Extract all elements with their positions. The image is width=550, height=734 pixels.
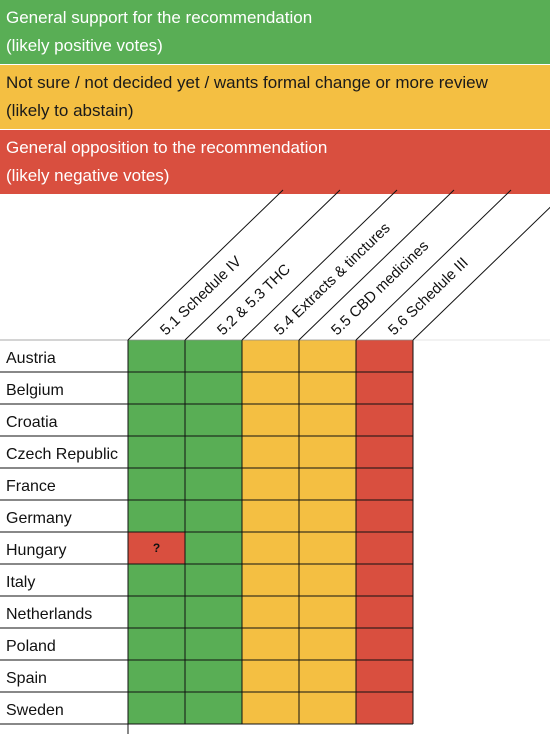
cell-austria-4 [299,340,356,372]
cell-germany-1 [128,500,185,532]
cell-poland-4 [299,628,356,660]
row-label-sweden: Sweden [6,702,64,719]
cell-netherlands-3 [242,596,299,628]
cell-france-2 [185,468,242,500]
header-diagonal [298,189,455,341]
cell-annotation: ? [153,541,160,555]
cell-spain-1 [128,660,185,692]
cell-spain-2 [185,660,242,692]
cell-hungary-2 [185,532,242,564]
header-diagonal [127,189,284,341]
cell-croatia-2 [185,404,242,436]
cell-austria-2 [185,340,242,372]
cell-hungary-3 [242,532,299,564]
row-label-poland: Poland [6,638,56,655]
cell-belgium-1 [128,372,185,404]
row-label-france: France [6,478,56,495]
cell-netherlands-1 [128,596,185,628]
cell-croatia-3 [242,404,299,436]
row-label-netherlands: Netherlands [6,606,92,623]
legend-oppose-title: General opposition to the recommendation [6,138,328,157]
cell-czech-republic-5 [356,436,413,468]
cell-belgium-5 [356,372,413,404]
row-label-austria: Austria [6,350,56,367]
cell-germany-5 [356,500,413,532]
cell-netherlands-4 [299,596,356,628]
header-diagonal [184,189,341,341]
legend-abstain: Not sure / not decided yet / wants forma… [0,65,550,129]
cell-france-5 [356,468,413,500]
cell-croatia-4 [299,404,356,436]
cell-italy-1 [128,564,185,596]
row-label-hungary: Hungary [6,542,66,559]
cell-belgium-3 [242,372,299,404]
legend-support-note: (likely positive votes) [6,36,163,55]
cell-poland-5 [356,628,413,660]
cell-france-3 [242,468,299,500]
cell-italy-3 [242,564,299,596]
legend-oppose: General opposition to the recommendation… [0,130,550,194]
row-label-czech-republic: Czech Republic [6,446,118,463]
cell-austria-3 [242,340,299,372]
header-diagonal [412,206,550,341]
row-label-germany: Germany [6,510,72,527]
cell-sweden-1 [128,692,185,724]
cell-hungary-5 [356,532,413,564]
cell-italy-2 [185,564,242,596]
column-label-4: 5.5 CBD medicines [328,237,432,338]
cell-germany-4 [299,500,356,532]
row-label-spain: Spain [6,670,47,687]
cell-sweden-2 [185,692,242,724]
cell-poland-1 [128,628,185,660]
cell-czech-republic-2 [185,436,242,468]
cell-germany-3 [242,500,299,532]
cell-czech-republic-4 [299,436,356,468]
legend-abstain-note: (likely to abstain) [6,101,134,120]
cell-germany-2 [185,500,242,532]
legend-abstain-title: Not sure / not decided yet / wants forma… [6,73,488,92]
cell-hungary-4 [299,532,356,564]
cell-poland-2 [185,628,242,660]
cell-italy-5 [356,564,413,596]
legend-support: General support for the recommendation (… [0,0,550,64]
cell-netherlands-2 [185,596,242,628]
cell-spain-4 [299,660,356,692]
cell-croatia-5 [356,404,413,436]
cell-france-1 [128,468,185,500]
cell-austria-1 [128,340,185,372]
cell-czech-republic-1 [128,436,185,468]
cell-croatia-1 [128,404,185,436]
cell-italy-4 [299,564,356,596]
row-label-belgium: Belgium [6,382,64,399]
cell-poland-3 [242,628,299,660]
cell-austria-5 [356,340,413,372]
cell-czech-republic-3 [242,436,299,468]
cell-sweden-3 [242,692,299,724]
cell-sweden-4 [299,692,356,724]
cell-belgium-4 [299,372,356,404]
legend-support-title: General support for the recommendation [6,8,313,27]
cell-hungary-1 [128,532,185,564]
header-diagonal [241,189,398,341]
legend-oppose-note: (likely negative votes) [6,166,170,185]
cell-spain-5 [356,660,413,692]
cell-spain-3 [242,660,299,692]
row-label-italy: Italy [6,574,35,591]
row-label-croatia: Croatia [6,414,58,431]
cell-netherlands-5 [356,596,413,628]
cell-france-4 [299,468,356,500]
header-diagonal [355,189,512,341]
cell-sweden-5 [356,692,413,724]
cell-belgium-2 [185,372,242,404]
